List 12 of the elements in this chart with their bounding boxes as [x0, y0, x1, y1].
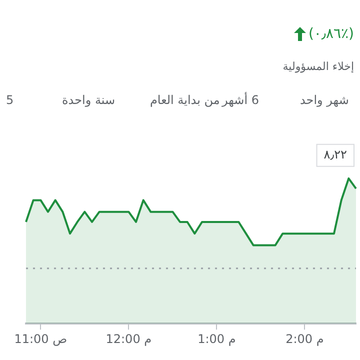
text: سنة واحدة [62, 93, 116, 107]
x-tick-label: 2:00 م [286, 332, 324, 346]
x-tick-label: 12:00 م [106, 332, 152, 346]
text: 5 [6, 93, 14, 107]
text: (٠٫٨٦٪) [308, 26, 354, 42]
text: إخلاء المسؤولية [282, 60, 354, 73]
x-tick-label: 11:00 ص [14, 332, 68, 346]
text: شهر واحد [300, 93, 349, 107]
text: ٨٫٢٢ [324, 148, 347, 162]
x-tick-label: 1:00 م [198, 332, 236, 346]
text: من بداية العام [150, 93, 220, 107]
text: 6 أشهر [222, 93, 259, 107]
